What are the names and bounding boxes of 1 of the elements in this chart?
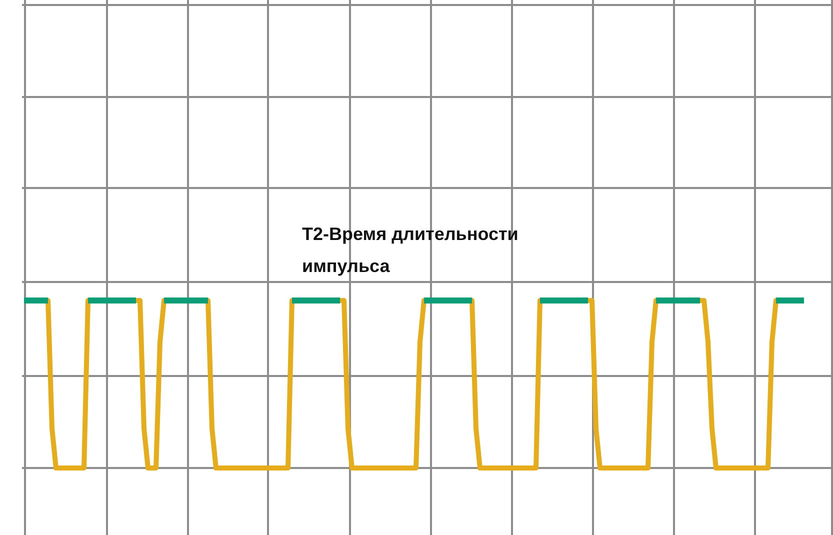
- text: T2-Время длительности импульса: [302, 223, 520, 278]
